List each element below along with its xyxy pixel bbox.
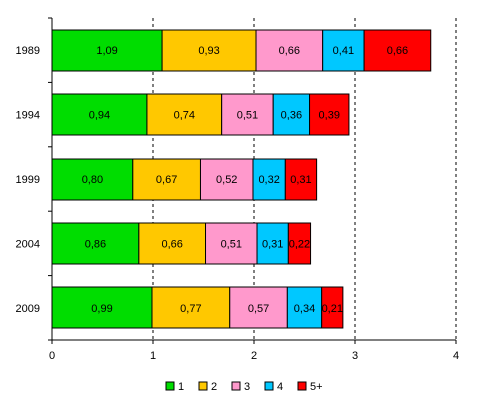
data-label-2009-series-2: 0,77 bbox=[180, 303, 201, 315]
data-label-1989-series-1: 1,09 bbox=[96, 45, 117, 57]
legend-label-2: 2 bbox=[211, 381, 217, 393]
bar-1999-series-4 bbox=[252, 158, 286, 201]
bar-2009-series-1 bbox=[51, 286, 153, 329]
bar-2004-series-3 bbox=[205, 222, 258, 265]
data-label-1994-series-5+: 0,39 bbox=[319, 110, 340, 122]
bar-1989-series-3 bbox=[255, 29, 324, 72]
bar-2004-series-5+ bbox=[287, 222, 312, 265]
bar-2009-series-3 bbox=[229, 286, 288, 329]
data-label-2004-series-1: 0,86 bbox=[85, 238, 106, 250]
data-label-2004-series-3: 0,51 bbox=[221, 238, 242, 250]
data-label-2004-series-4: 0,31 bbox=[262, 238, 283, 250]
x-tick-label-3: 3 bbox=[352, 350, 358, 362]
legend-label-5+: 5+ bbox=[310, 381, 323, 393]
bar-1989-series-2 bbox=[161, 29, 257, 72]
x-tick-label-4: 4 bbox=[453, 350, 459, 362]
legend-swatch-3 bbox=[231, 381, 241, 391]
legend: 1 2 3 4 5+ bbox=[165, 381, 323, 393]
legend-swatch-2 bbox=[198, 381, 208, 391]
bar-1999-series-3 bbox=[199, 158, 254, 201]
bar-2004-series-4 bbox=[256, 222, 289, 265]
bar-1994-series-4 bbox=[272, 93, 311, 136]
bar-2004-series-2 bbox=[138, 222, 207, 265]
bar-1989-series-1 bbox=[51, 29, 163, 72]
data-label-2009-series-4: 0,34 bbox=[294, 303, 315, 315]
x-tick-label-2: 2 bbox=[251, 350, 257, 362]
data-label-1989-series-3: 0,66 bbox=[279, 45, 300, 57]
x-tick-labels: 0 1 2 3 4 bbox=[49, 350, 459, 362]
data-label-1989-series-2: 0,93 bbox=[198, 45, 219, 57]
bar-1999-series-5+ bbox=[284, 158, 318, 201]
data-label-2009-series-1: 0,99 bbox=[91, 303, 112, 315]
data-label-2004-series-2: 0,66 bbox=[161, 238, 182, 250]
data-label-1989-series-5+: 0,66 bbox=[387, 45, 408, 57]
y-tick-label-1989: 1989 bbox=[16, 45, 40, 57]
legend-swatch-4 bbox=[264, 381, 274, 391]
data-label-1994-series-2: 0,74 bbox=[174, 110, 195, 122]
bar-2009-series-2 bbox=[151, 286, 231, 329]
legend-swatch-5+ bbox=[297, 381, 307, 391]
x-tick-label-1: 1 bbox=[150, 350, 156, 362]
x-tick-label-0: 0 bbox=[49, 350, 55, 362]
data-label-1994-series-4: 0,36 bbox=[281, 110, 302, 122]
axes bbox=[48, 17, 457, 344]
data-label-1999-series-1: 0,80 bbox=[82, 174, 103, 186]
bar-2009-series-5+ bbox=[321, 286, 344, 329]
data-label-2009-series-3: 0,57 bbox=[248, 303, 269, 315]
bar-1994-series-5+ bbox=[309, 93, 350, 136]
legend-label-4: 4 bbox=[277, 381, 283, 393]
data-label-1989-series-4: 0,41 bbox=[333, 45, 354, 57]
bar-1989-series-5+ bbox=[363, 29, 432, 72]
data-label-1999-series-2: 0,67 bbox=[156, 174, 177, 186]
y-tick-label-2004: 2004 bbox=[16, 238, 40, 250]
bar-2009-series-4 bbox=[286, 286, 323, 329]
legend-label-3: 3 bbox=[244, 381, 250, 393]
y-tick-label-1999: 1999 bbox=[16, 174, 40, 186]
bar-1994-series-3 bbox=[221, 93, 274, 136]
data-label-1999-series-5+: 0,31 bbox=[290, 174, 311, 186]
y-tick-label-1994: 1994 bbox=[16, 110, 40, 122]
data-label-1999-series-3: 0,52 bbox=[216, 174, 237, 186]
data-label-1994-series-3: 0,51 bbox=[237, 110, 258, 122]
y-tick-label-2009: 2009 bbox=[16, 303, 40, 315]
data-label-1994-series-1: 0,94 bbox=[89, 110, 110, 122]
legend-swatch-1 bbox=[165, 381, 175, 391]
bars: 1,09 0,93 0,66 0,41 0,66 0,94 0,74 0,51 0,36 0,39… bbox=[51, 29, 432, 329]
data-label-2009-series-5+: 0,21 bbox=[322, 303, 343, 315]
data-label-2004-series-5+: 0,22 bbox=[289, 238, 310, 250]
data-label-1999-series-4: 0,32 bbox=[258, 174, 279, 186]
y-tick-labels: 1989 1994 1999 2004 2009 bbox=[16, 45, 40, 315]
bar-1999-series-2 bbox=[132, 158, 201, 201]
bar-1994-series-2 bbox=[146, 93, 223, 136]
legend-label-1: 1 bbox=[178, 381, 184, 393]
